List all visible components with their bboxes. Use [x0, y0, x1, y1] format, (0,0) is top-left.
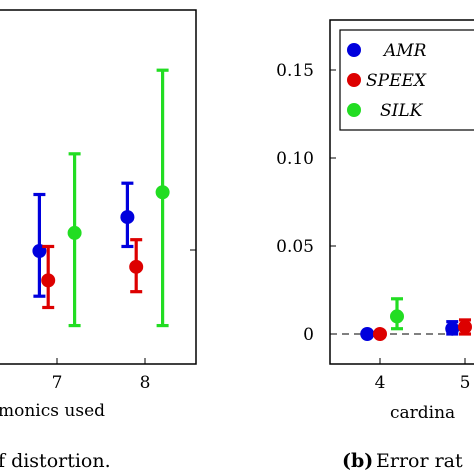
- left-x-tick-label-7: 7: [52, 373, 63, 393]
- right-x-tick-label-5: 5: [460, 373, 471, 393]
- left-plot-marks: [32, 68, 170, 328]
- right-y-tick-label-015: 0.15: [276, 61, 314, 81]
- left-point-0-1: [120, 210, 135, 225]
- right-y-tick-label-010: 0.10: [276, 149, 314, 169]
- legend-marker-silk: [347, 103, 361, 117]
- left-panel: 7 8 monics used f distortion.: [0, 9, 197, 472]
- left-x-tick-label-8: 8: [140, 373, 151, 393]
- right-caption-label: (b): [342, 450, 373, 472]
- right-point-0-0: [360, 327, 375, 341]
- right-point-0-1: [445, 321, 460, 336]
- left-point-1-1: [129, 259, 144, 274]
- right-panel: 0 0.05 0.10 0.15 4 5 cardina (b) Error r…: [276, 19, 474, 472]
- right-x-axis-label: cardina: [390, 403, 455, 423]
- right-plot-frame: [329, 19, 474, 365]
- right-x-tick-label-4: 4: [375, 373, 386, 393]
- right-y-tick-label-005: 0.05: [276, 237, 314, 257]
- right-point-1-1: [458, 319, 472, 334]
- left-point-2-0: [67, 225, 82, 240]
- right-y-tick-label-0: 0: [303, 325, 314, 345]
- legend: AMR SPEEX SILK: [339, 29, 474, 131]
- right-point-1-0: [373, 327, 387, 341]
- right-plot-marks: [360, 297, 472, 341]
- right-caption: Error rat: [376, 450, 463, 472]
- right-point-2-0: [390, 309, 404, 324]
- legend-label-silk: SILK: [380, 101, 424, 121]
- legend-box: [339, 29, 474, 131]
- legend-marker-amr: [347, 43, 361, 57]
- left-caption: f distortion.: [0, 450, 111, 472]
- legend-marker-speex: [347, 73, 361, 87]
- left-point-2-1: [155, 185, 170, 200]
- left-plot-frame: [0, 9, 197, 365]
- legend-label-amr: AMR: [382, 41, 427, 61]
- left-x-axis-label: monics used: [0, 401, 105, 421]
- left-point-1-0: [41, 273, 56, 288]
- legend-label-speex: SPEEX: [366, 71, 427, 91]
